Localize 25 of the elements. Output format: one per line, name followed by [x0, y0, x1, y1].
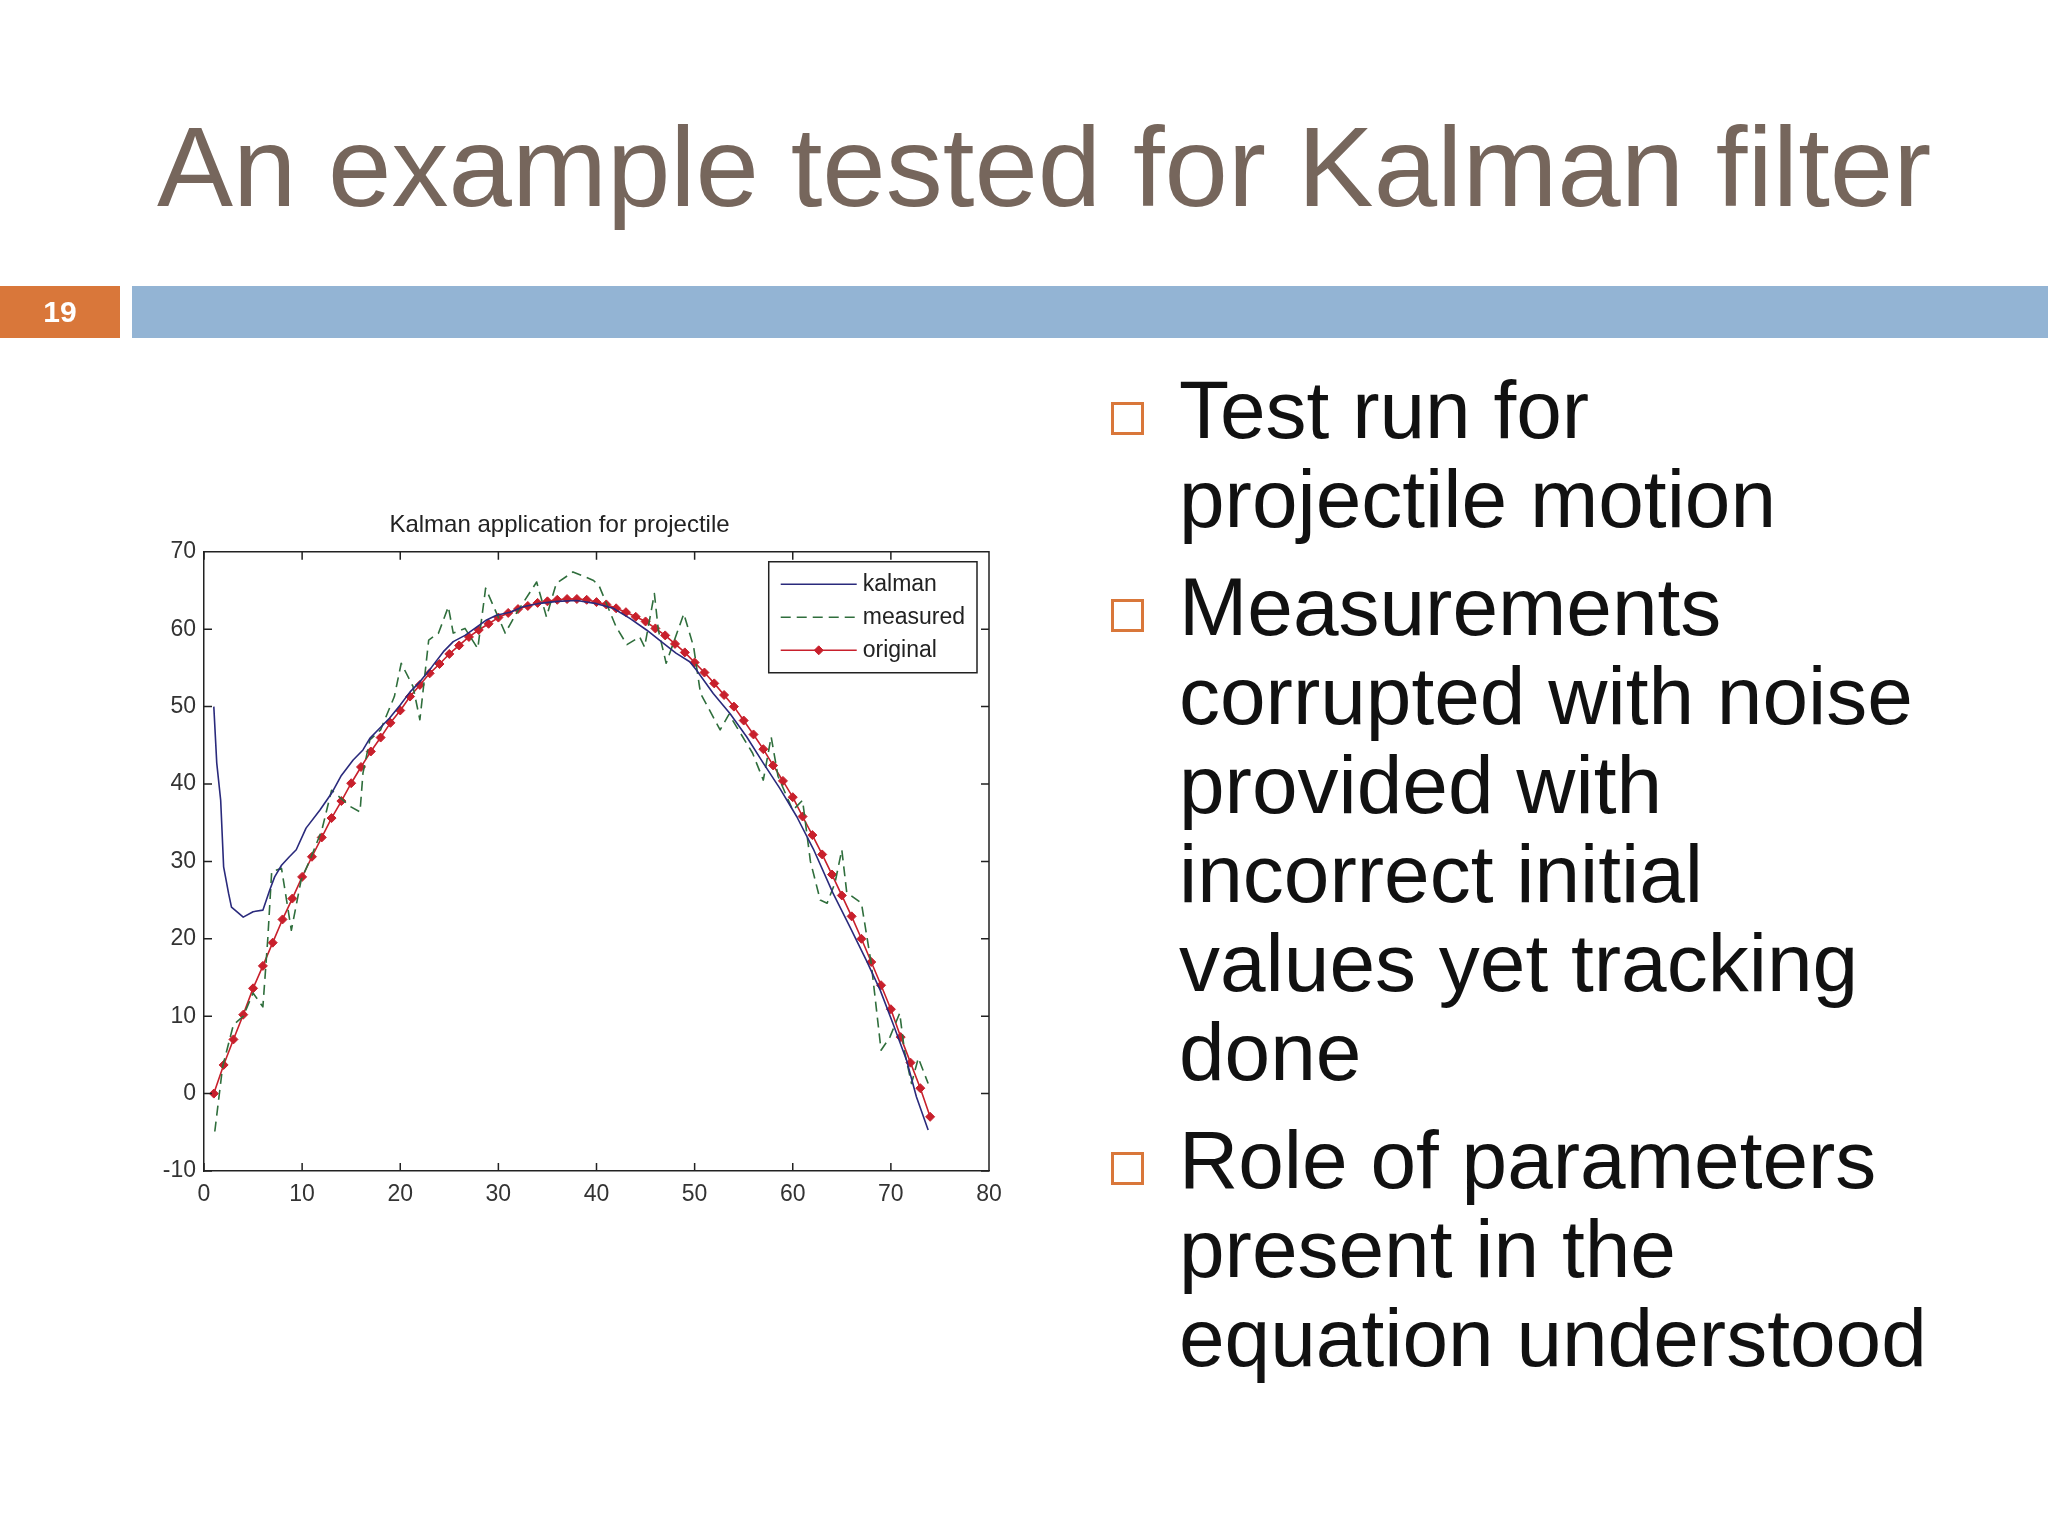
x-tick-label: 20 — [387, 1180, 414, 1207]
x-tick-label: 50 — [681, 1180, 708, 1207]
y-tick-label: 0 — [183, 1078, 196, 1105]
legend-label: original — [862, 635, 937, 662]
x-tick-label: 40 — [583, 1180, 610, 1207]
y-tick-label: 60 — [170, 614, 196, 641]
y-tick-label: 50 — [170, 691, 196, 718]
y-tick-label: 70 — [170, 537, 196, 564]
y-tick-label: -10 — [162, 1156, 196, 1183]
legend-label: measured — [862, 602, 966, 629]
x-tick-label: 80 — [976, 1180, 1002, 1207]
y-tick-label: 30 — [170, 846, 196, 873]
text: Role of parameters present in the equation understood — [1179, 1114, 1928, 1383]
x-tick-label: 60 — [779, 1180, 806, 1207]
x-tick-label: 30 — [485, 1180, 512, 1207]
x-tick-label: 10 — [289, 1180, 315, 1207]
text: Test run for projectile motion — [1179, 364, 1778, 544]
chart-title: Kalman application for projectile — [389, 510, 730, 538]
text: Measurements corrupted with noise provided with incorrect initial values yet tracking done — [1179, 561, 1914, 1097]
text: An example tested for Kalman filter — [157, 103, 1932, 230]
x-tick-label: 70 — [878, 1180, 904, 1207]
y-tick-label: 10 — [170, 1001, 196, 1028]
y-tick-label: 20 — [170, 924, 196, 951]
y-tick-label: 40 — [170, 769, 196, 796]
legend-label: kalman — [862, 569, 937, 596]
